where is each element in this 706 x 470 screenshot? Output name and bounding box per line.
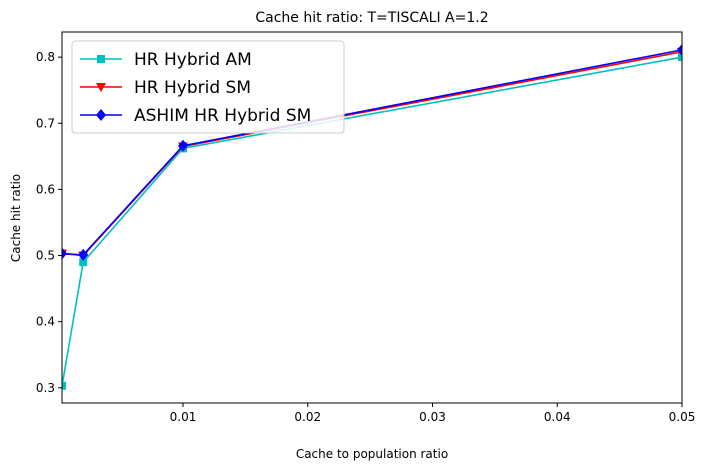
y-tick-label: 0.7 xyxy=(36,116,55,130)
legend: HR Hybrid AM HR Hybrid SM ASHIM HR Hybrid … xyxy=(71,40,345,134)
data-point-series-3 xyxy=(178,139,189,152)
y-tick-label: 0.3 xyxy=(36,381,55,395)
legend-marker xyxy=(96,109,106,121)
legend-item: HR Hybrid AM xyxy=(80,50,252,70)
series-line-3 xyxy=(62,49,682,256)
x-axis-label: Cache to population ratio xyxy=(296,447,448,461)
y-tick-label: 0.8 xyxy=(36,50,55,64)
y-tick-label: 0.6 xyxy=(36,182,55,196)
legend-box xyxy=(71,40,345,134)
chart-title: Cache hit ratio: T=TISCALI A=1.2 xyxy=(255,10,488,26)
x-tick-label: 0.02 xyxy=(294,410,321,424)
y-axis-ticks: 0.3 0.4 0.5 0.6 0.7 0.8 xyxy=(36,50,62,395)
legend-label: HR Hybrid SM xyxy=(134,78,251,98)
legend-label: HR Hybrid AM xyxy=(134,50,252,70)
x-tick-label: 0.05 xyxy=(669,410,696,424)
y-tick-label: 0.5 xyxy=(36,249,55,263)
x-axis-ticks: 0.01 0.02 0.03 0.04 0.05 xyxy=(170,403,696,424)
legend-marker xyxy=(96,83,106,92)
legend-marker xyxy=(97,55,105,63)
data-point-series-3 xyxy=(677,43,682,56)
legend-label: ASHIM HR Hybrid SM xyxy=(134,106,311,126)
series-line-1 xyxy=(62,56,682,386)
data-point-series-1 xyxy=(62,381,66,390)
legend-item: ASHIM HR Hybrid SM xyxy=(80,106,311,126)
x-tick-label: 0.01 xyxy=(170,410,197,424)
legend-item: HR Hybrid SM xyxy=(80,78,251,98)
data-point-series-1 xyxy=(79,258,88,267)
series-lines xyxy=(62,43,682,390)
plot-frame xyxy=(61,31,683,404)
y-tick-label: 0.4 xyxy=(36,315,55,329)
data-point-series-3 xyxy=(62,247,67,260)
data-point-series-1 xyxy=(678,53,682,62)
data-point-series-3 xyxy=(78,248,89,261)
y-axis-label: Cache hit ratio xyxy=(9,174,23,262)
x-tick-label: 0.04 xyxy=(544,410,571,424)
x-tick-label: 0.03 xyxy=(419,410,446,424)
